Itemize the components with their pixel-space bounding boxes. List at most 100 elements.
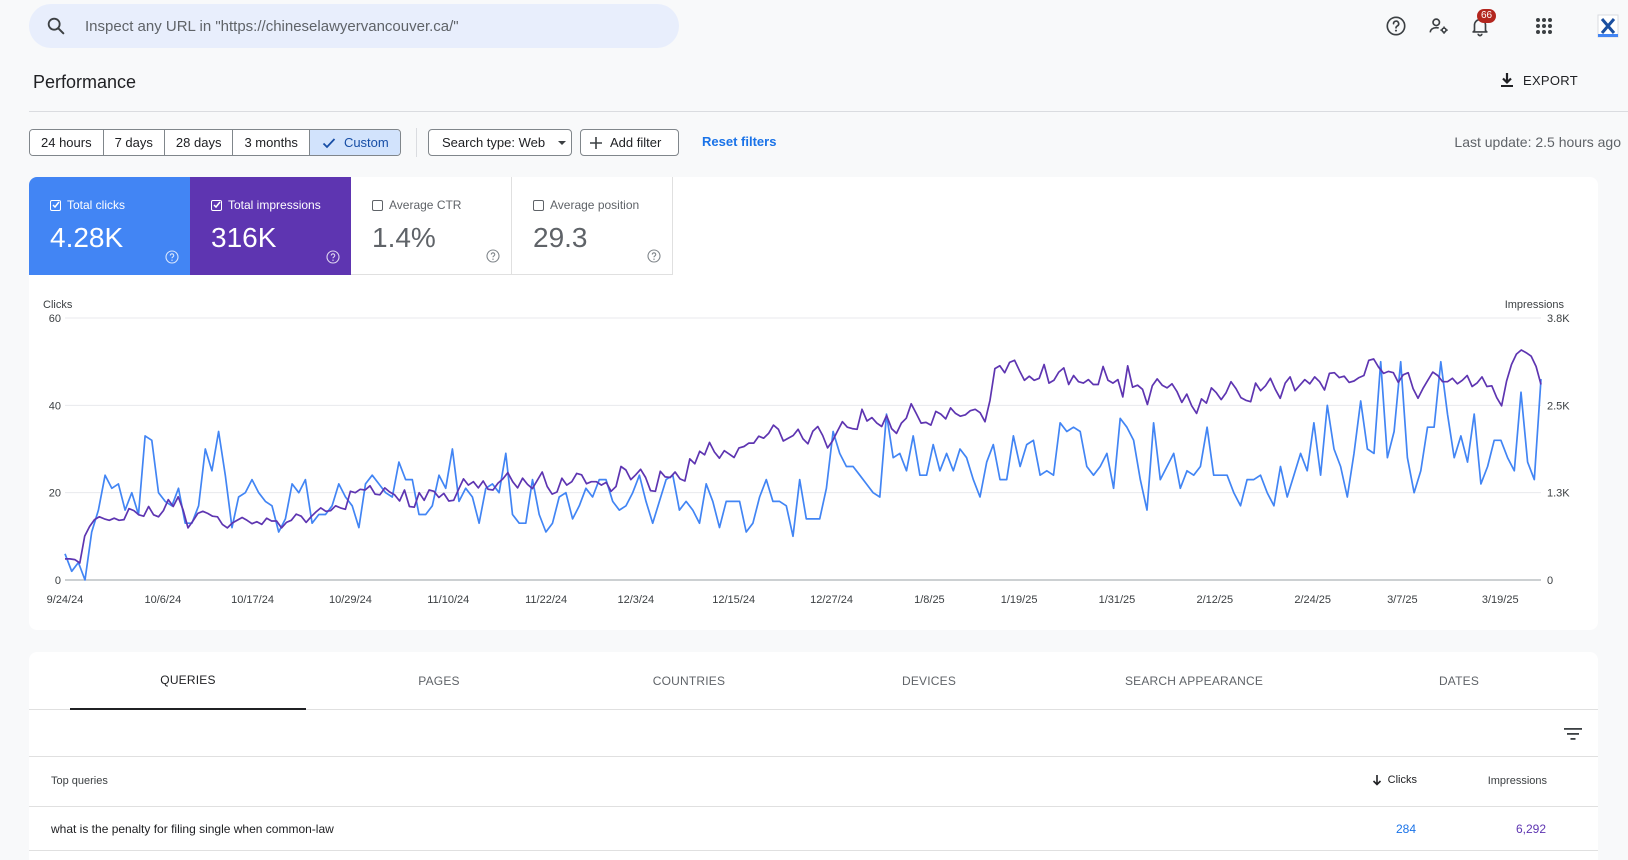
apps-grid-icon[interactable] [1530, 12, 1558, 40]
x-tick-label: 1/8/25 [914, 594, 945, 606]
clicks-series-line[interactable] [64, 360, 1542, 581]
table-row[interactable]: what is the penalty for filing single wh… [29, 807, 1598, 851]
url-inspection-search[interactable] [29, 4, 679, 48]
metric-label: Average position [550, 198, 640, 212]
query-text: what is the penalty for filing single wh… [51, 822, 334, 836]
metric-label: Total impressions [228, 198, 321, 212]
filter-separator [416, 128, 417, 157]
metric-value: 1.4% [372, 222, 436, 253]
metric-total-impressions[interactable]: Total impressions 316K [190, 177, 351, 275]
tab-pages[interactable]: PAGES [418, 674, 460, 688]
table-header: Top queries Clicks Impressions [29, 757, 1598, 807]
search-type-label: Search type: Web [442, 135, 546, 150]
add-filter-label: Add filter [610, 135, 662, 150]
account-avatar[interactable] [1594, 12, 1622, 40]
range-7-days[interactable]: 7 days [103, 130, 165, 155]
search-icon [47, 17, 65, 35]
range-custom[interactable]: Custom [309, 130, 400, 155]
metric-average-ctr[interactable]: Average CTR 1.4% [351, 177, 512, 275]
checkbox-checked-icon[interactable] [211, 199, 222, 211]
left-y-tick-label: 0 [55, 575, 61, 587]
performance-chart-card: Total clicks 4.28K Total impressions 316… [29, 177, 1598, 630]
column-impressions[interactable]: Impressions [1487, 775, 1547, 787]
checkbox-unchecked-icon[interactable] [372, 199, 383, 211]
top-bar: 66 [0, 0, 1628, 56]
right-y-tick-label: 1.3K [1547, 488, 1570, 500]
left-y-tick-label: 20 [49, 488, 61, 500]
x-tick-label: 9/24/24 [47, 594, 84, 606]
tab-queries[interactable]: QUERIES [70, 652, 306, 710]
last-update-text: Last update: 2.5 hours ago [1454, 134, 1621, 150]
column-clicks-label: Clicks [1387, 774, 1417, 786]
checkbox-checked-icon[interactable] [50, 199, 61, 211]
help-circle-icon[interactable] [647, 249, 661, 263]
left-y-tick-label: 60 [49, 313, 61, 325]
notifications-bell-icon[interactable]: 66 [1466, 9, 1497, 40]
impressions-series-line[interactable] [65, 349, 1542, 564]
metric-value: 4.28K [50, 222, 124, 253]
help-circle-icon[interactable] [486, 249, 500, 263]
x-tick-label: 2/12/25 [1196, 594, 1233, 606]
range-28-days[interactable]: 28 days [164, 130, 234, 155]
dropdown-arrow-icon [558, 140, 567, 145]
x-tick-label: 1/31/25 [1099, 594, 1136, 606]
row-clicks: 284 [1395, 822, 1416, 836]
right-y-tick-label: 2.5K [1547, 400, 1570, 412]
check-icon [322, 137, 336, 148]
x-tick-label: 10/29/24 [329, 594, 372, 606]
column-top-queries[interactable]: Top queries [51, 775, 108, 787]
help-icon[interactable] [1382, 12, 1410, 40]
row-impressions: 6,292 [1515, 822, 1546, 836]
tab-dates[interactable]: DATES [1438, 674, 1480, 688]
performance-line-chart[interactable]: Clicks Impressions 0 0 20 1.3K 40 2.5K 60 3.8K 9/2… [29, 177, 1598, 630]
add-filter-button[interactable]: Add filter [580, 129, 679, 156]
metric-label: Total clicks [67, 198, 126, 212]
header-divider [29, 111, 1628, 112]
left-y-tick-label: 40 [49, 400, 61, 412]
report-table-card: QUERIES PAGES COUNTRIES DEVICES SEARCH A… [29, 652, 1598, 860]
metric-average-position[interactable]: Average position 29.3 [512, 177, 673, 275]
right-axis-title: Impressions [1505, 299, 1565, 311]
checkbox-unchecked-icon[interactable] [533, 199, 544, 211]
metric-label: Average CTR [389, 198, 462, 212]
right-y-tick-label: 0 [1547, 575, 1553, 587]
range-custom-label: Custom [343, 135, 389, 150]
x-tick-label: 1/19/25 [1001, 594, 1038, 606]
sort-down-arrow-icon [1372, 774, 1381, 786]
filter-list-icon[interactable] [1564, 727, 1582, 741]
plus-icon [590, 136, 602, 149]
date-range-selector: 24 hours 7 days 28 days 3 months Custom [29, 129, 401, 156]
reset-filters-link[interactable]: Reset filters [702, 134, 777, 149]
x-tick-label: 11/22/24 [525, 594, 567, 606]
help-circle-icon[interactable] [326, 250, 340, 264]
tab-search-appearance[interactable]: SEARCH APPEARANCE [1124, 674, 1264, 688]
user-settings-icon[interactable] [1425, 12, 1453, 40]
report-tabs: QUERIES PAGES COUNTRIES DEVICES SEARCH A… [29, 652, 1598, 710]
x-tick-label: 10/17/24 [231, 594, 274, 606]
x-tick-label: 3/7/25 [1387, 594, 1418, 606]
range-3-months[interactable]: 3 months [233, 130, 310, 155]
x-tick-label: 12/15/24 [712, 594, 755, 606]
column-clicks[interactable]: Clicks [1372, 774, 1417, 786]
metric-value: 29.3 [533, 222, 588, 253]
table-filter-row [29, 710, 1598, 757]
x-tick-label: 10/6/24 [145, 594, 182, 606]
download-icon [1500, 73, 1513, 87]
x-tick-label: 3/19/25 [1482, 594, 1519, 606]
help-circle-icon[interactable] [165, 250, 179, 264]
tab-countries[interactable]: COUNTRIES [652, 674, 726, 688]
tab-devices[interactable]: DEVICES [901, 674, 957, 688]
search-input[interactable] [85, 17, 645, 35]
range-24-hours[interactable]: 24 hours [30, 130, 104, 155]
x-tick-label: 2/24/25 [1294, 594, 1331, 606]
search-type-dropdown[interactable]: Search type: Web [428, 129, 572, 156]
metric-value: 316K [211, 222, 277, 253]
metric-total-clicks[interactable]: Total clicks 4.28K [29, 177, 190, 275]
x-tick-label: 11/10/24 [427, 594, 469, 606]
right-y-tick-label: 3.8K [1547, 313, 1570, 325]
x-tick-label: 12/27/24 [810, 594, 853, 606]
page-title: Performance [33, 72, 137, 92]
notification-badge: 66 [1477, 9, 1497, 23]
export-label: EXPORT [1522, 72, 1578, 88]
export-button[interactable]: EXPORT [1499, 72, 1578, 88]
